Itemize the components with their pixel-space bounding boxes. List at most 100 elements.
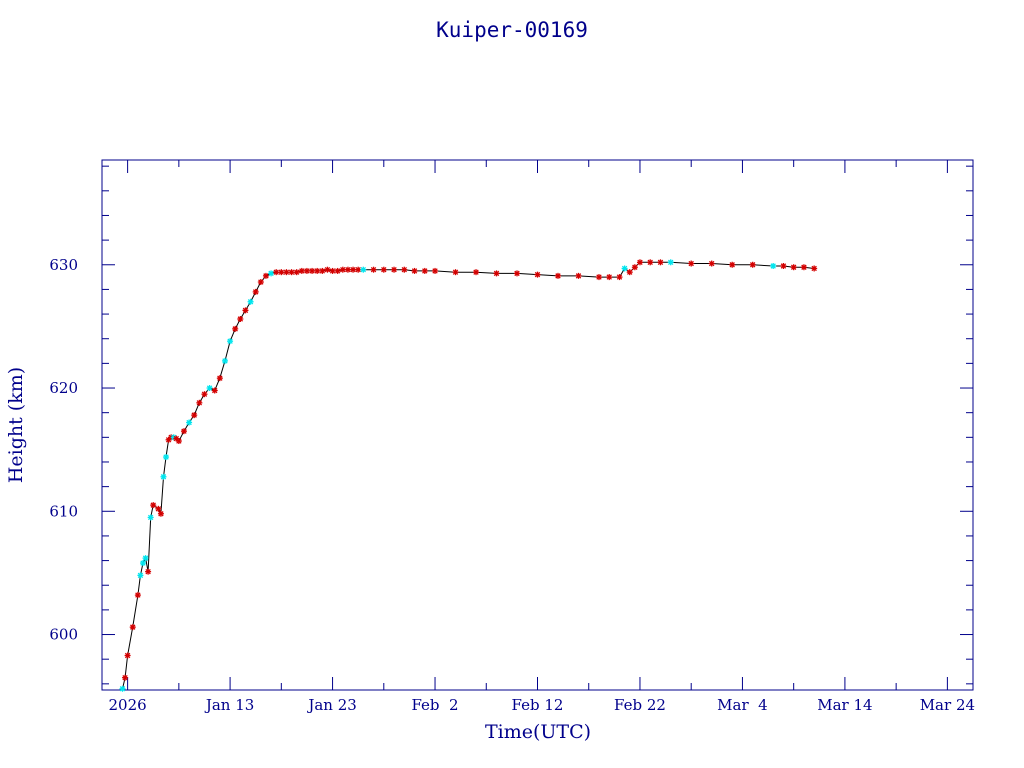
data-point	[147, 514, 154, 521]
y-axis-ticks: 600 610 620 630	[49, 165, 973, 685]
data-point	[360, 266, 367, 273]
data-point	[534, 271, 541, 278]
data-point	[134, 592, 141, 599]
data-point	[554, 272, 561, 279]
data-point	[595, 274, 602, 281]
data-point	[780, 263, 787, 269]
data-point	[139, 560, 146, 567]
series-line	[122, 261, 815, 689]
data-point	[191, 412, 198, 419]
data-point	[355, 266, 362, 273]
data-point	[124, 652, 131, 659]
data-point	[334, 267, 341, 274]
data-point	[329, 267, 336, 274]
data-point	[432, 267, 439, 274]
data-point	[309, 267, 316, 274]
data-point	[708, 260, 715, 267]
data-point	[616, 274, 623, 281]
series-line-group	[122, 261, 815, 689]
data-point	[216, 375, 223, 382]
data-point	[252, 288, 259, 295]
data-point	[626, 269, 633, 276]
data-point	[790, 264, 797, 271]
x-tick-label: Jan 13	[204, 696, 254, 714]
plot-frame	[101, 159, 974, 691]
data-point	[380, 266, 387, 273]
data-point	[262, 272, 269, 279]
data-point	[473, 269, 480, 276]
data-point	[180, 428, 187, 435]
x-tick-label: 2026	[109, 696, 147, 714]
data-point	[163, 454, 170, 461]
data-point	[647, 259, 654, 266]
data-markers	[119, 259, 818, 692]
x-axis-ticks: 2026 Jan 13 Jan 23 Feb 2 Feb 12 Feb 22 Mar 4 Ma…	[109, 160, 975, 714]
data-point	[237, 316, 244, 322]
x-axis-title: Time(UTC)	[485, 721, 591, 743]
data-point	[411, 267, 418, 274]
data-point	[688, 260, 695, 267]
data-point	[319, 267, 326, 274]
data-point	[401, 266, 408, 273]
data-point	[288, 269, 295, 276]
x-tick-label: Jan 23	[306, 696, 356, 714]
y-tick-label: 630	[49, 256, 78, 274]
data-point	[631, 264, 638, 271]
data-point	[129, 624, 136, 631]
data-point	[119, 685, 126, 692]
data-point	[196, 399, 203, 406]
data-point	[206, 385, 213, 392]
data-point	[303, 267, 310, 274]
data-point	[575, 272, 582, 279]
data-point	[201, 391, 208, 398]
data-point	[145, 568, 152, 575]
data-point	[122, 674, 129, 681]
data-point	[221, 357, 228, 364]
data-point	[137, 572, 144, 579]
y-tick-label: 610	[49, 502, 78, 520]
data-point	[247, 298, 254, 305]
data-point	[749, 261, 756, 268]
data-point	[186, 419, 193, 426]
data-point	[283, 269, 290, 276]
data-point	[391, 266, 398, 273]
data-point	[257, 279, 264, 286]
data-point	[314, 267, 321, 274]
data-point	[621, 265, 628, 272]
data-point	[232, 325, 239, 332]
data-point	[370, 266, 377, 273]
data-point	[268, 270, 275, 277]
data-point	[242, 307, 249, 314]
data-point	[142, 555, 149, 562]
x-tick-label: Feb 12	[512, 696, 564, 714]
data-point	[493, 270, 500, 277]
data-point	[227, 338, 234, 345]
data-point	[729, 261, 736, 268]
data-point	[421, 267, 428, 274]
y-tick-label: 600	[49, 626, 78, 644]
x-tick-label: Mar 24	[920, 696, 975, 714]
data-point	[211, 387, 218, 394]
data-point	[636, 259, 643, 266]
data-point	[324, 266, 331, 273]
data-point	[155, 505, 162, 512]
data-point	[811, 265, 818, 272]
data-point	[452, 269, 459, 276]
data-point	[344, 266, 351, 273]
y-axis-title: Height (km)	[5, 367, 27, 483]
y-tick-label: 620	[49, 379, 78, 397]
data-point	[150, 502, 157, 509]
data-point	[770, 263, 777, 269]
x-tick-label: Feb 2	[411, 696, 458, 714]
x-tick-label: Feb 22	[614, 696, 666, 714]
data-point	[273, 269, 280, 276]
data-point	[606, 274, 613, 281]
data-point	[298, 267, 305, 274]
data-point	[160, 473, 167, 480]
data-point	[350, 266, 357, 273]
data-point	[175, 438, 182, 445]
data-point	[657, 259, 664, 266]
data-point	[800, 264, 807, 271]
data-point	[667, 259, 674, 266]
